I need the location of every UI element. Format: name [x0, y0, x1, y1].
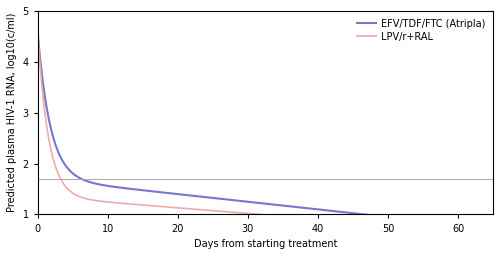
X-axis label: Days from starting treatment: Days from starting treatment: [194, 239, 337, 249]
LPV/r+RAL: [219, 210, 225, 213]
EFV/TDF/FTC (Atripla): [490, 227, 496, 230]
LPV/r+RAL: [236, 211, 242, 214]
LPV/r+RAL: [398, 224, 404, 227]
Legend: EFV/TDF/FTC (Atripla), LPV/r+RAL: EFV/TDF/FTC (Atripla), LPV/r+RAL: [354, 16, 488, 45]
EFV/TDF/FTC (Atripla): [348, 211, 354, 215]
Line: LPV/r+RAL: LPV/r+RAL: [38, 34, 493, 233]
EFV/TDF/FTC (Atripla): [390, 216, 396, 219]
EFV/TDF/FTC (Atripla): [219, 197, 225, 200]
LPV/r+RAL: [390, 223, 396, 227]
LPV/r+RAL: [35, 32, 41, 35]
Line: EFV/TDF/FTC (Atripla): EFV/TDF/FTC (Atripla): [38, 34, 493, 228]
EFV/TDF/FTC (Atripla): [35, 32, 41, 35]
LPV/r+RAL: [490, 231, 496, 234]
Y-axis label: Predicted plasma HIV-1 RNA, log10(c/ml): Predicted plasma HIV-1 RNA, log10(c/ml): [7, 13, 17, 212]
LPV/r+RAL: [348, 220, 354, 223]
EFV/TDF/FTC (Atripla): [398, 217, 404, 220]
EFV/TDF/FTC (Atripla): [82, 179, 87, 182]
LPV/r+RAL: [82, 197, 87, 200]
EFV/TDF/FTC (Atripla): [236, 199, 242, 202]
